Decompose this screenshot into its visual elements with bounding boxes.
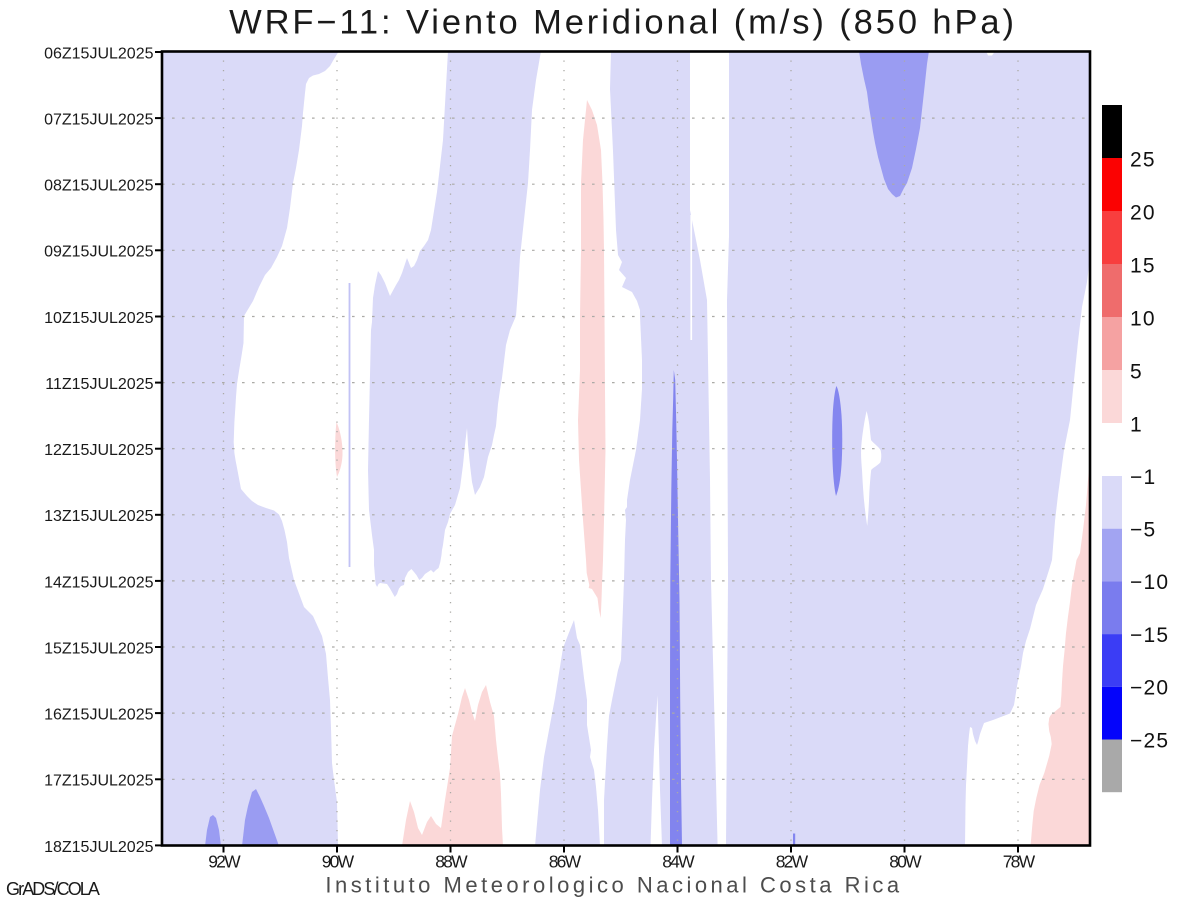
svg-text:92W: 92W [208, 852, 241, 872]
svg-text:90W: 90W [322, 852, 355, 872]
svg-text:14Z15JUL2025: 14Z15JUL2025 [44, 574, 154, 591]
svg-text:−1: −1 [1130, 466, 1156, 489]
svg-text:16Z15JUL2025: 16Z15JUL2025 [44, 707, 154, 724]
svg-text:86W: 86W [549, 852, 582, 872]
svg-text:−25: −25 [1130, 729, 1169, 752]
svg-text:06Z15JUL2025: 06Z15JUL2025 [44, 45, 154, 62]
svg-text:GrADS/COLA: GrADS/COLA [6, 879, 100, 899]
svg-text:−10: −10 [1130, 571, 1169, 594]
svg-text:78W: 78W [1003, 852, 1036, 872]
svg-text:−20: −20 [1130, 677, 1169, 700]
svg-text:−5: −5 [1130, 519, 1156, 542]
svg-text:−15: −15 [1130, 624, 1169, 647]
svg-text:09Z15JUL2025: 09Z15JUL2025 [44, 244, 154, 261]
svg-text:11Z15JUL2025: 11Z15JUL2025 [45, 376, 153, 393]
svg-text:13Z15JUL2025: 13Z15JUL2025 [44, 508, 154, 525]
svg-text:Instituto Meteorologico Nacion: Instituto Meteorologico Nacional Costa R… [325, 873, 902, 898]
svg-text:15Z15JUL2025: 15Z15JUL2025 [44, 640, 154, 657]
svg-text:25: 25 [1130, 149, 1156, 172]
svg-text:15: 15 [1130, 255, 1156, 278]
svg-text:84W: 84W [662, 852, 695, 872]
svg-text:10Z15JUL2025: 10Z15JUL2025 [44, 310, 154, 327]
svg-text:18Z15JUL2025: 18Z15JUL2025 [44, 839, 154, 856]
svg-text:17Z15JUL2025: 17Z15JUL2025 [44, 773, 154, 790]
svg-text:WRF−11: Viento Meridional (m/s: WRF−11: Viento Meridional (m/s) (850 hPa… [229, 4, 1017, 42]
svg-text:1: 1 [1130, 414, 1143, 437]
svg-text:12Z15JUL2025: 12Z15JUL2025 [44, 442, 154, 459]
svg-text:82W: 82W [776, 852, 809, 872]
svg-text:20: 20 [1130, 202, 1156, 225]
svg-text:08Z15JUL2025: 08Z15JUL2025 [44, 178, 154, 195]
svg-text:88W: 88W [435, 852, 468, 872]
svg-text:80W: 80W [889, 852, 922, 872]
svg-text:10: 10 [1130, 308, 1156, 331]
svg-text:5: 5 [1130, 361, 1143, 384]
svg-text:07Z15JUL2025: 07Z15JUL2025 [44, 112, 154, 129]
